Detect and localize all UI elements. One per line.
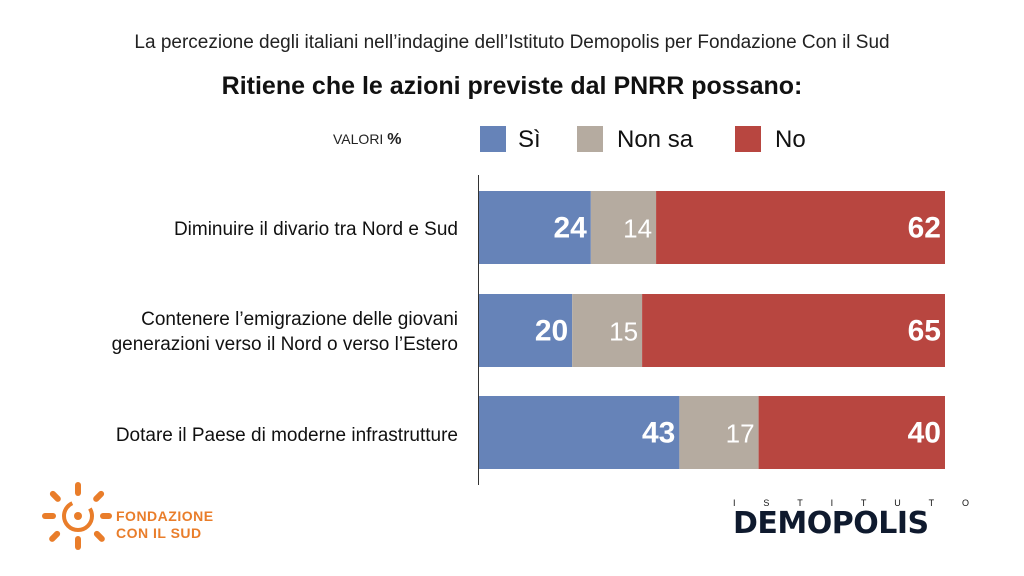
bar-non-sa-3 bbox=[679, 396, 759, 469]
istituto-letter: S bbox=[763, 498, 770, 508]
fondazione-con-il-sud-logo: FONDAZIONE CON IL SUD bbox=[34, 478, 234, 568]
data-label-non-sa-1: 14 bbox=[623, 214, 652, 244]
demopolis-logo-wordmark: DEMOPOLIS bbox=[733, 506, 929, 541]
values-prefix: VALORI bbox=[333, 131, 384, 147]
istituto-letter: T bbox=[860, 498, 867, 508]
sun-logo-icon bbox=[42, 482, 112, 550]
data-label-si-2: 20 bbox=[535, 315, 568, 348]
data-label-no-2: 65 bbox=[908, 315, 941, 348]
chart-title: Ritiene che le azioni previste dal PNRR … bbox=[221, 72, 803, 100]
demopolis-logo: I S T I T U T O DEMOPOLIS bbox=[733, 498, 973, 548]
fondazione-logo-line2: CON IL SUD bbox=[116, 525, 202, 541]
bar-non-sa-1 bbox=[590, 191, 657, 264]
istituto-letter: I bbox=[830, 498, 834, 508]
bar-no-2 bbox=[642, 294, 945, 367]
data-label-si-3: 43 bbox=[642, 417, 675, 450]
data-label-si-1: 24 bbox=[553, 212, 587, 245]
bar-si-2 bbox=[479, 294, 573, 367]
bar-si-1 bbox=[479, 191, 591, 264]
values-unit-label: VALORI % bbox=[333, 131, 401, 149]
data-label-non-sa-3: 17 bbox=[726, 419, 755, 449]
fondazione-logo-line1: FONDAZIONE bbox=[116, 508, 214, 524]
bar-non-sa-2 bbox=[572, 294, 643, 367]
data-label-no-3: 40 bbox=[908, 417, 941, 450]
legend-swatch-no bbox=[735, 126, 761, 152]
istituto-letter: I bbox=[733, 498, 736, 508]
istituto-letter: T bbox=[928, 498, 935, 508]
values-unit: % bbox=[387, 131, 402, 148]
category-label-2: Contenere l’emigrazione delle giovani ge… bbox=[111, 309, 458, 355]
bar-no-1 bbox=[656, 191, 945, 264]
bar-si-3 bbox=[479, 396, 680, 469]
data-label-no-1: 62 bbox=[908, 212, 941, 245]
y-axis-line bbox=[478, 175, 479, 485]
category-label-3: Dotare il Paese di moderne infrastruttur… bbox=[115, 425, 458, 446]
category-label-1: Diminuire il divario tra Nord e Sud bbox=[173, 219, 458, 240]
legend-swatch-non-sa bbox=[577, 126, 603, 152]
legend-label-no: No bbox=[775, 126, 806, 153]
istituto-letter: T bbox=[797, 498, 803, 508]
istituto-letter: U bbox=[894, 498, 901, 508]
chart-subtitle: La percezione degli italiani nell’indagi… bbox=[134, 32, 890, 53]
legend-label-si: Sì bbox=[518, 126, 541, 153]
istituto-letter: O bbox=[961, 498, 969, 508]
data-label-non-sa-2: 15 bbox=[609, 317, 638, 347]
bar-no-3 bbox=[758, 396, 945, 469]
legend-swatch-si bbox=[480, 126, 506, 152]
legend-label-non-sa: Non sa bbox=[617, 126, 694, 153]
demopolis-logo-istituto: I S T I T U T O bbox=[733, 498, 969, 508]
